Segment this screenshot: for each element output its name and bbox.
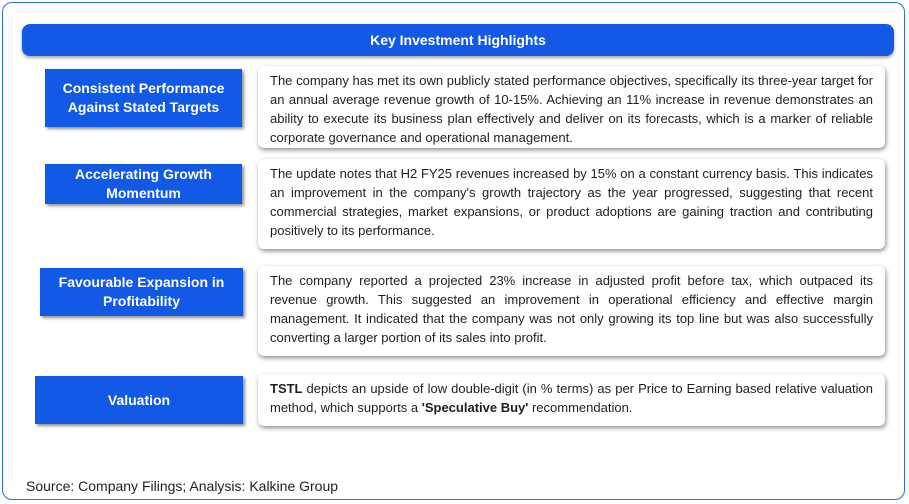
highlight-label-profitability: Favourable Expansion in Profitability (40, 268, 243, 316)
highlight-label-performance: Consistent Performance Against Stated Ta… (45, 69, 242, 127)
highlight-label-valuation: Valuation (35, 376, 243, 424)
recommendation: 'Speculative Buy' (421, 400, 529, 415)
highlight-label-growth: Accelerating Growth Momentum (45, 164, 242, 204)
company-ticker: TSTL (270, 381, 303, 396)
highlight-text-performance: The company has met its own publicly sta… (258, 66, 885, 148)
highlight-text-growth: The update notes that H2 FY25 revenues i… (258, 159, 885, 249)
highlight-text-valuation: TSTL depicts an upside of low double-dig… (258, 374, 885, 426)
header-title: Key Investment Highlights (370, 32, 546, 48)
section-header: Key Investment Highlights (22, 24, 894, 56)
highlight-text-profitability: The company reported a projected 23% inc… (258, 266, 885, 356)
source-note: Source: Company Filings; Analysis: Kalki… (26, 478, 339, 494)
